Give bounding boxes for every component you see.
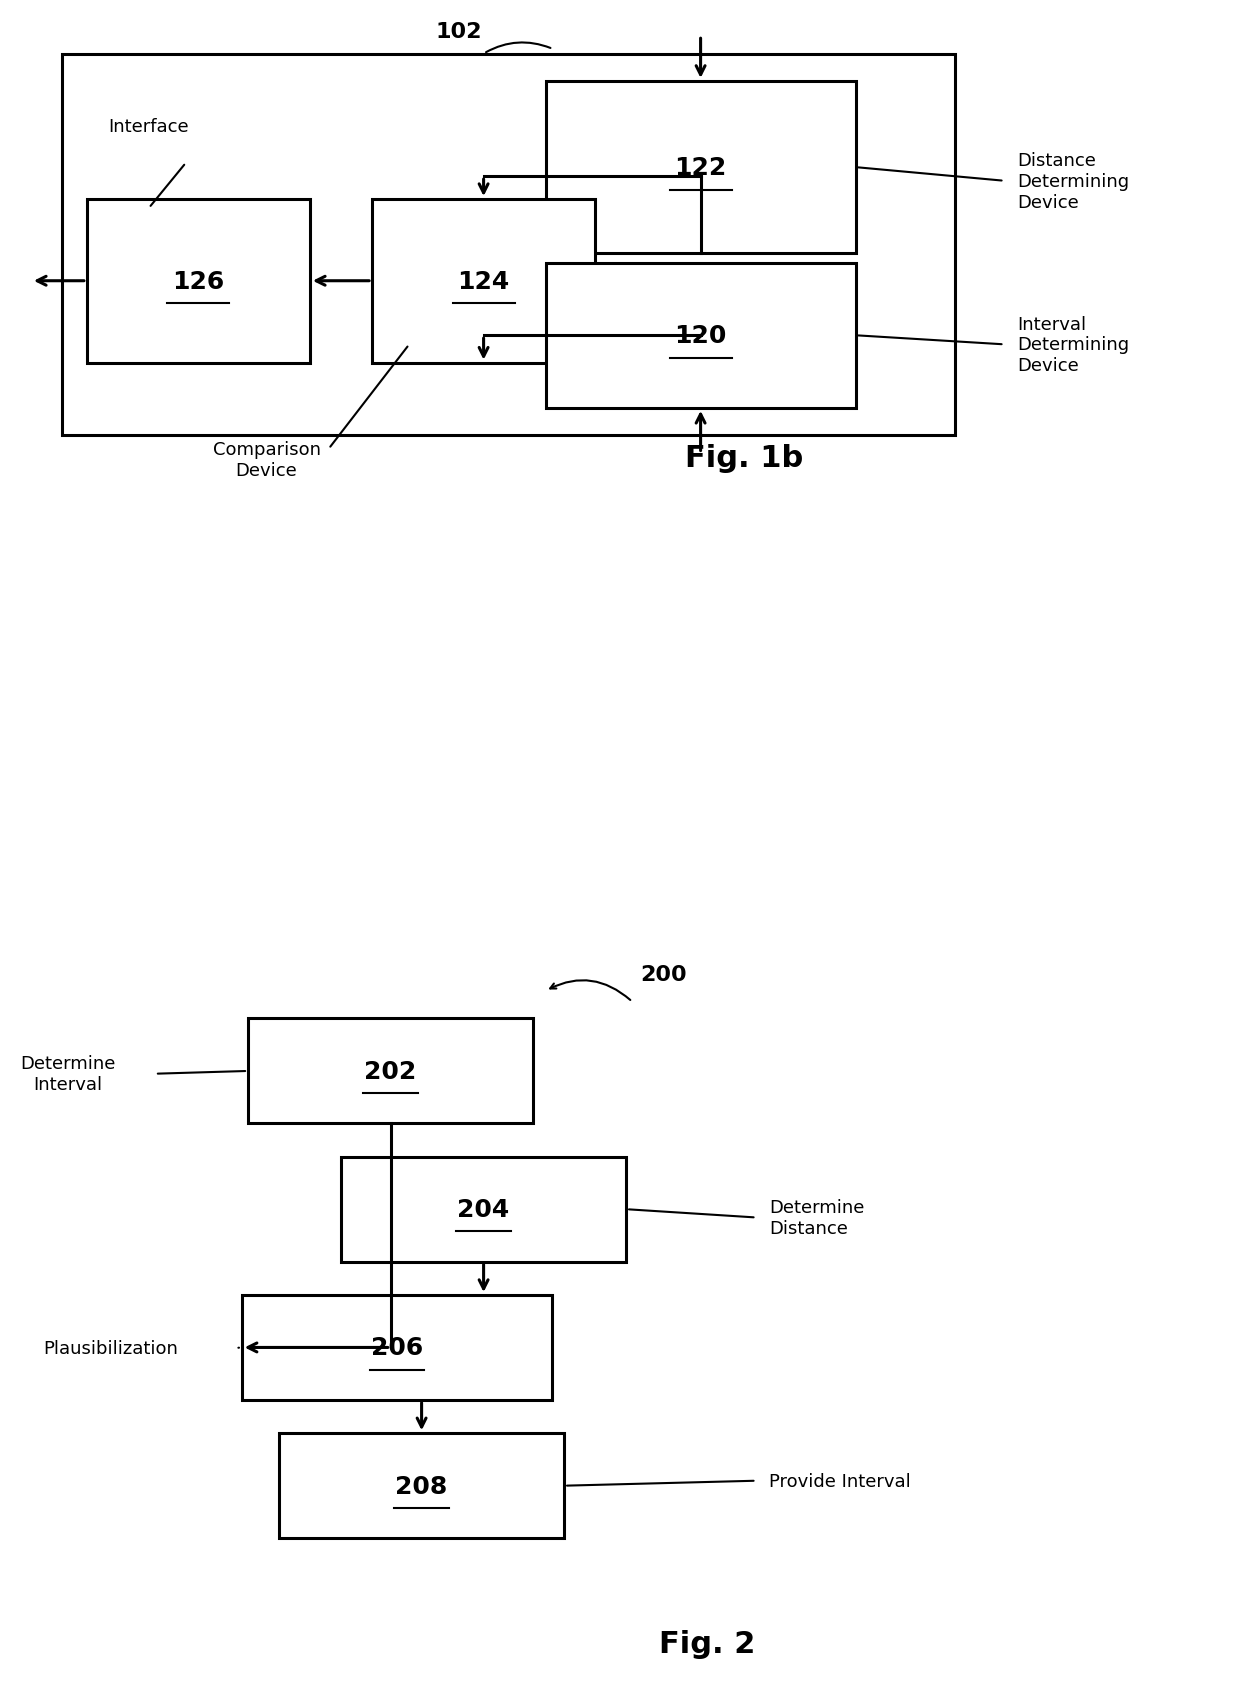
FancyBboxPatch shape bbox=[248, 1019, 533, 1124]
FancyBboxPatch shape bbox=[279, 1433, 564, 1539]
Text: Interval
Determining
Device: Interval Determining Device bbox=[1017, 315, 1128, 375]
Text: 200: 200 bbox=[640, 964, 687, 984]
Text: 120: 120 bbox=[675, 325, 727, 348]
Text: 124: 124 bbox=[458, 269, 510, 294]
Text: Fig. 2: Fig. 2 bbox=[658, 1628, 755, 1658]
Text: 126: 126 bbox=[172, 269, 224, 294]
FancyBboxPatch shape bbox=[87, 200, 310, 363]
FancyBboxPatch shape bbox=[372, 200, 595, 363]
Text: 206: 206 bbox=[371, 1336, 423, 1359]
Text: Fig. 1b: Fig. 1b bbox=[684, 444, 804, 473]
Text: Determine
Interval: Determine Interval bbox=[21, 1055, 115, 1093]
Text: Plausibilization: Plausibilization bbox=[43, 1339, 179, 1357]
Text: 202: 202 bbox=[365, 1060, 417, 1083]
Text: 122: 122 bbox=[675, 156, 727, 180]
Text: Comparison
Device: Comparison Device bbox=[212, 441, 321, 479]
Text: Distance
Determining
Device: Distance Determining Device bbox=[1017, 151, 1128, 212]
FancyBboxPatch shape bbox=[242, 1295, 552, 1399]
Text: Interface: Interface bbox=[108, 118, 190, 136]
Text: Determine
Distance: Determine Distance bbox=[769, 1198, 864, 1238]
FancyBboxPatch shape bbox=[341, 1157, 626, 1262]
Text: 208: 208 bbox=[396, 1473, 448, 1497]
Text: 204: 204 bbox=[458, 1198, 510, 1221]
Text: Provide Interval: Provide Interval bbox=[769, 1472, 910, 1490]
FancyBboxPatch shape bbox=[546, 82, 856, 254]
FancyBboxPatch shape bbox=[62, 54, 955, 436]
Text: 102: 102 bbox=[435, 22, 482, 42]
FancyBboxPatch shape bbox=[546, 264, 856, 409]
